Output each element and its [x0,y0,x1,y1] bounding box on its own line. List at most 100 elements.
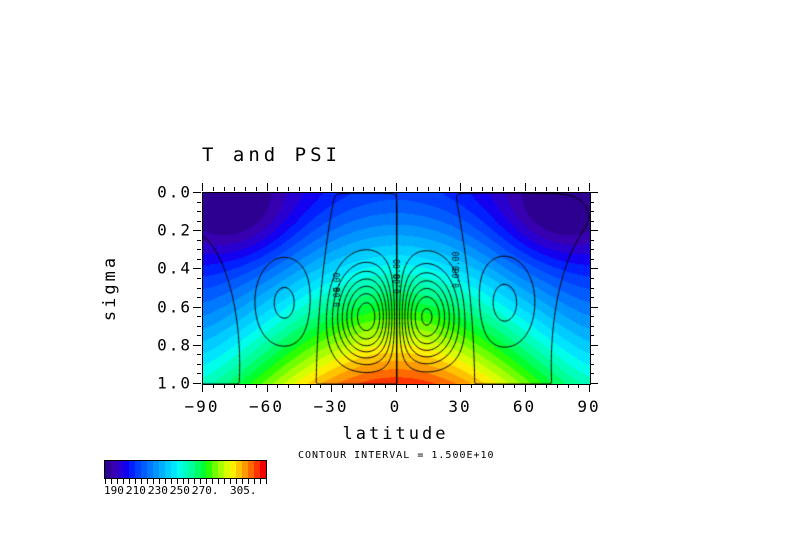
x-axis-tick [482,187,483,191]
x-axis-tick [535,187,536,191]
x-axis-tick [363,187,364,191]
colorbar-swatch [164,461,171,478]
x-axis-tick [353,187,354,191]
x-axis-tick [514,384,515,388]
colorbar-swatch [206,461,213,478]
colorbar-swatch [152,461,159,478]
colorbar-swatch [182,461,189,478]
y-axis-tick-label: 0.6 [157,297,192,317]
colorbar-tick [171,479,172,484]
x-axis-tick [417,384,418,388]
x-axis-tick [396,183,397,191]
x-axis-tick [492,187,493,191]
x-axis-tick [353,384,354,388]
y-axis-tick [197,278,201,279]
x-axis-tick [320,384,321,388]
y-axis-tick [197,326,201,327]
colorbar-tick [242,479,243,484]
colorbar-tick [236,479,237,484]
colorbar-tick [218,479,219,484]
colorbar-swatch [200,461,207,478]
colorbar-swatch [230,461,237,478]
x-axis-tick [202,384,203,392]
y-axis-tick-label: 0.0 [157,182,192,202]
colorbar-swatch [176,461,183,478]
colorbar-swatch [105,461,111,478]
colorbar-tick [153,479,154,484]
x-axis-tick [449,187,450,191]
x-axis-tick [589,384,590,392]
x-axis-tick [320,187,321,191]
y-axis-tick [197,335,201,336]
x-axis-tick [396,384,397,392]
x-axis-tick [460,384,461,392]
x-axis-tick [299,384,300,388]
colorbar-swatch [242,461,249,478]
x-axis-tick [245,384,246,388]
x-axis-tick [363,384,364,388]
colorbar-label: 190. [104,484,131,497]
x-axis-tick [439,187,440,191]
x-axis-tick-label: 90 [577,397,601,416]
x-axis-tick [557,384,558,388]
y-axis-tick [590,259,594,260]
colorbar-swatch [248,461,255,478]
y-axis-tick [590,288,594,289]
y-axis-tick [197,297,201,298]
colorbar-swatch [134,461,141,478]
colorbar-tick [159,479,160,484]
colorbar-swatch [260,461,267,478]
colorbar-swatch [110,461,117,478]
x-axis-tick [342,187,343,191]
x-axis-tick [374,187,375,191]
colorbar-tick [188,479,189,484]
colorbar-label: 230. [148,484,175,497]
y-axis-tick [197,202,201,203]
y-axis-tick [197,316,201,317]
y-axis-tick-label: 1.0 [157,373,192,393]
x-axis-tick [385,187,386,191]
y-axis-tick [197,211,201,212]
colorbar-ticks [104,479,267,484]
colorbar-tick [165,479,166,484]
y-axis-tick [193,268,201,269]
y-axis-tick [197,259,201,260]
x-axis-tick [288,187,289,191]
x-axis-tick [546,384,547,388]
x-axis-tick [267,183,268,191]
y-axis-tick [197,221,201,222]
y-axis-tick [590,211,594,212]
x-axis-tick [449,384,450,388]
colorbar-tick [111,479,112,484]
x-axis-tick [331,384,332,392]
contour-interval-note: CONTOUR INTERVAL = 1.500E+10 [298,450,495,461]
colorbar-swatch [254,461,261,478]
x-axis-tick [277,384,278,388]
x-axis-tick [299,187,300,191]
y-axis-tick [193,230,201,231]
x-axis-tick [267,384,268,392]
x-axis-tick [256,384,257,388]
colorbar-swatch [116,461,123,478]
colorbar-tick [183,479,184,484]
colorbar-tick [230,479,231,484]
x-axis-tick [374,384,375,388]
x-axis-tick [213,384,214,388]
y-axis-tick [590,297,594,298]
x-axis-tick [342,384,343,388]
y-axis-tick [590,202,594,203]
x-axis-tick [224,384,225,388]
y-axis-tick [197,354,201,355]
y-axis-tick [193,345,201,346]
y-axis-tick [590,345,598,346]
colorbar-tick [135,479,136,484]
y-axis-tick [590,240,594,241]
y-axis-tick [590,364,594,365]
y-axis-tick [590,230,598,231]
x-axis-tick [256,187,257,191]
x-axis-tick [234,384,235,388]
x-axis-tick [578,187,579,191]
y-axis-tick [590,268,598,269]
colorbar-tick [260,479,261,484]
